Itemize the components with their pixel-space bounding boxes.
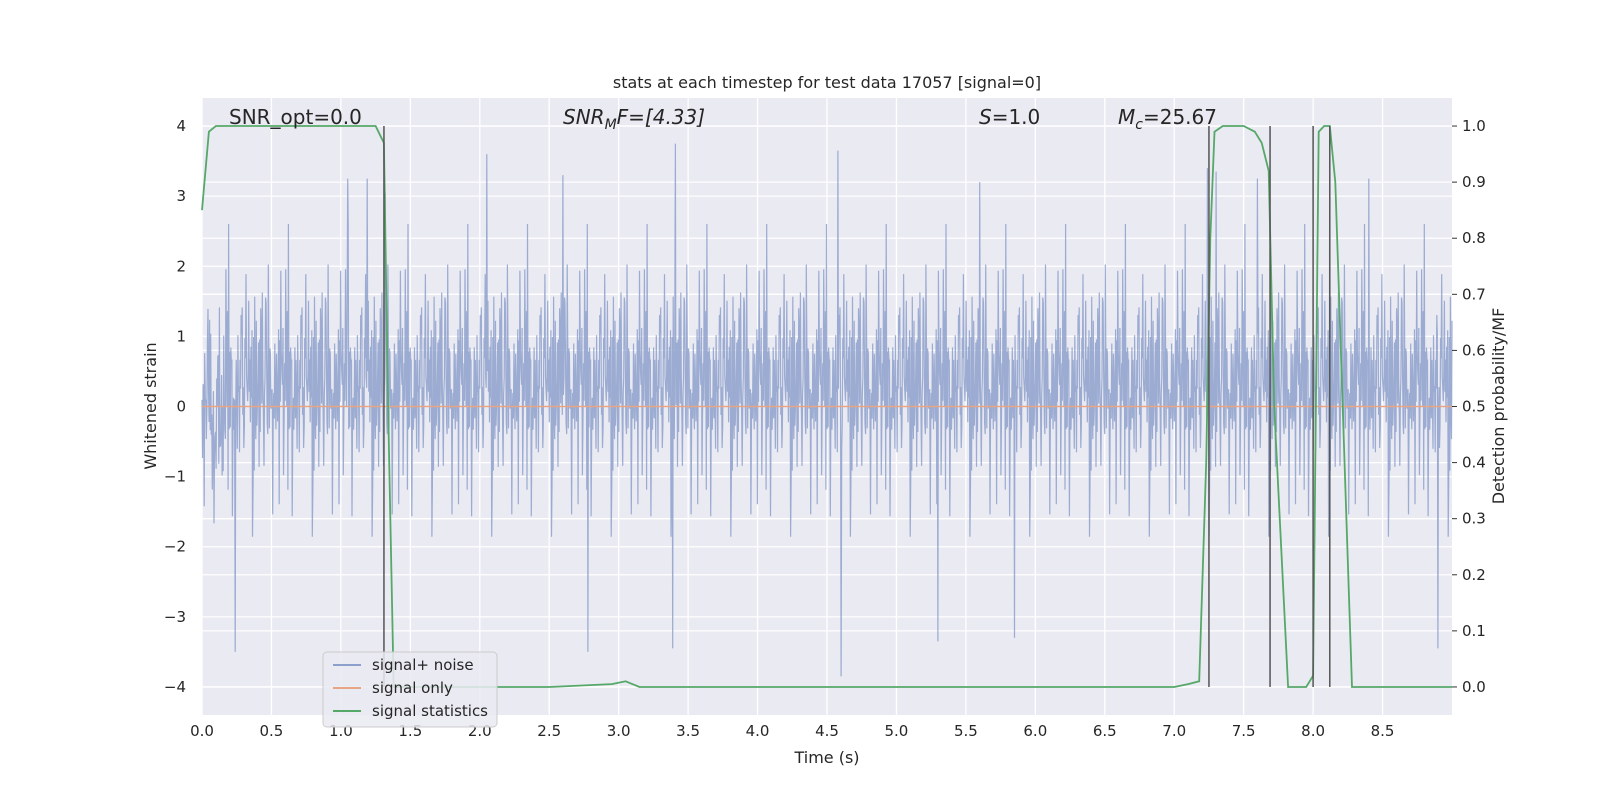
annotation-mc-value: =25.67 [1143, 105, 1217, 129]
x-tick-label: 7.5 [1232, 722, 1256, 740]
x-tick-label: 2.5 [537, 722, 561, 740]
vertical-markers [383, 126, 1331, 687]
annotation-snr-opt: SNR_opt=0.0 [229, 105, 362, 129]
y-tick-label: −4 [164, 678, 186, 696]
annotation-snr-mf-value: F=[4.33] [617, 105, 705, 129]
x-tick-label: 4.5 [815, 722, 839, 740]
x-tick-label: 5.5 [954, 722, 978, 740]
y-tick-label: 1 [176, 327, 186, 345]
annotation-snr-mf: SNRMF=[4.33] [563, 105, 705, 133]
y-tick-label: −2 [164, 538, 186, 556]
x-tick-label: 8.0 [1301, 722, 1325, 740]
signal-plus-noise-line [201, 143, 1453, 677]
legend-label-signal-only: signal only [372, 679, 453, 697]
y-tick-label: −1 [164, 468, 186, 486]
x-tick-label: 3.0 [607, 722, 631, 740]
x-tick-label: 6.0 [1023, 722, 1047, 740]
y-tick-label: −3 [164, 608, 186, 626]
annotation-s-value: =1.0 [992, 105, 1041, 129]
y-right-tick-label: 0.6 [1462, 341, 1486, 359]
annotation-snr-mf-subscript: M [605, 117, 617, 133]
x-axis-label: Time (s) [793, 748, 859, 767]
annotation-mc-subscript: c [1135, 117, 1143, 133]
y-right-tick-label: 0.8 [1462, 229, 1486, 247]
y-right-tick-label: 1.0 [1462, 117, 1486, 135]
annotation-mc: Mc=25.67 [1118, 105, 1217, 133]
y-right-tick-label: 0.7 [1462, 285, 1486, 303]
x-tick-label: 3.5 [676, 722, 700, 740]
signal-statistics-line [201, 125, 1452, 688]
y-right-tick-label: 0.5 [1462, 398, 1486, 416]
x-tick-label: 0.5 [260, 722, 284, 740]
y-right-tick-label: 0.4 [1462, 454, 1486, 472]
y-axis-label: Whitened strain [141, 342, 160, 469]
series-signal-plus-noise [201, 143, 1453, 677]
legend-label-signal-plus-noise: signal+ noise [372, 656, 474, 674]
x-tick-label: 7.0 [1162, 722, 1186, 740]
y-tick-label: 4 [176, 117, 186, 135]
y-right-tick-label: 0.2 [1462, 566, 1486, 584]
y-right-tick-labels: 1.0 0.9 0.8 0.7 0.6 0.5 0.4 0.3 0.2 0.1 0.0 [1452, 117, 1486, 696]
y-tick-label: 2 [176, 257, 186, 275]
y-right-tick-label: 0.9 [1462, 173, 1486, 191]
x-tick-label: 5.0 [885, 722, 909, 740]
annotation-s-symbol: S [979, 105, 992, 129]
annotation-mc-symbol: M [1118, 105, 1135, 129]
x-tick-label: 0.0 [190, 722, 214, 740]
x-tick-label: 8.5 [1371, 722, 1395, 740]
y-right-tick-label: 0.3 [1462, 510, 1486, 528]
annotation-s: S=1.0 [979, 105, 1040, 129]
y-tick-label: 3 [176, 187, 186, 205]
y-tick-labels: 4 3 2 1 0 −1 −2 −3 −4 [164, 117, 186, 696]
y-right-tick-label: 0.1 [1462, 622, 1486, 640]
legend-box [322, 651, 498, 728]
y-tick-label: 0 [176, 398, 186, 416]
legend: signal+ noise signal only signal statist… [322, 651, 498, 728]
legend-label-signal-statistics: signal statistics [372, 702, 488, 720]
x-tick-label: 6.5 [1093, 722, 1117, 740]
x-tick-label: 4.0 [746, 722, 770, 740]
y-right-tick-label: 0.0 [1462, 678, 1486, 696]
series-signal-statistics [201, 125, 1452, 688]
chart-title: stats at each timestep for test data 170… [613, 73, 1041, 92]
annotation-snr-mf-symbol: SNR [563, 105, 605, 129]
y-right-axis-label: Detection probability/MF [1489, 308, 1508, 505]
